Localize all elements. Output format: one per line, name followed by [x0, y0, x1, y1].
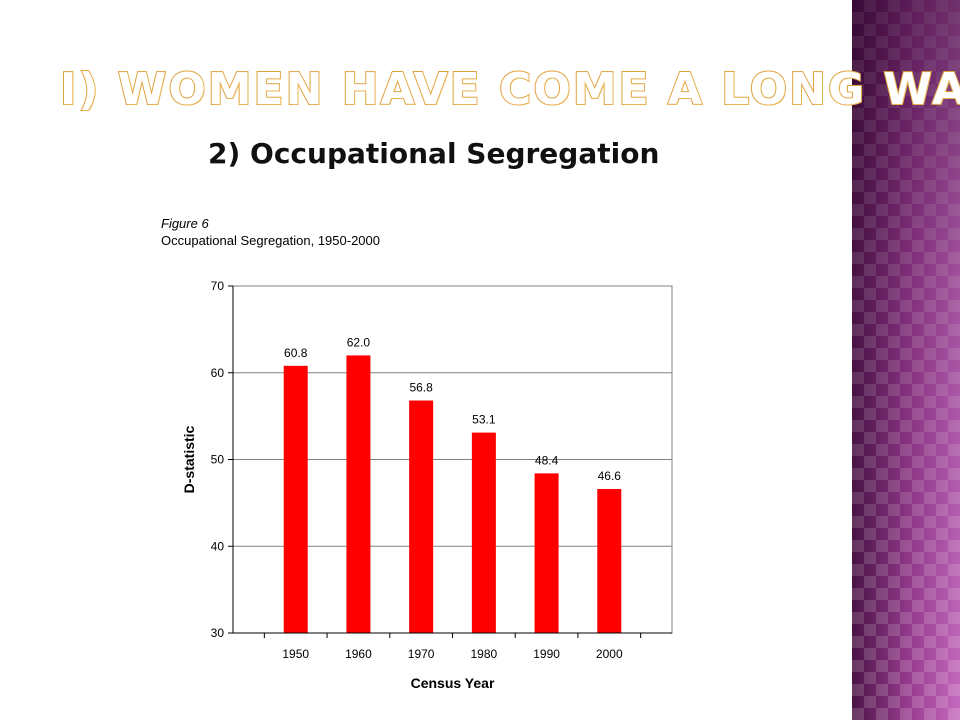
data-label: 46.6	[598, 469, 622, 483]
bar-1950	[283, 365, 308, 633]
x-axis-title: Census Year	[411, 675, 495, 691]
x-tick-label: 2000	[596, 647, 623, 661]
x-tick-label: 1950	[282, 647, 309, 661]
bar-2000	[597, 488, 622, 633]
x-tick-label: 1990	[533, 647, 560, 661]
slide-subtitle: 2) Occupational Segregation	[208, 137, 660, 170]
data-label: 48.4	[535, 453, 559, 467]
bar-1970	[409, 400, 434, 633]
bar-chart: 30 40 50 60 70 60.8 1950 62.0 1960 56.8 1970 53.1 19…	[181, 279, 673, 691]
figure-label: Figure 6	[161, 216, 209, 231]
slide-title: I) Women have come a long way	[59, 63, 960, 116]
y-tick-label: 50	[211, 453, 225, 467]
data-label: 60.8	[284, 346, 308, 360]
y-tick-label: 70	[211, 279, 225, 293]
data-label: 56.8	[409, 381, 433, 395]
bar-1960	[346, 355, 371, 633]
y-tick-label: 60	[211, 366, 225, 380]
data-label: 62.0	[347, 335, 371, 349]
data-label: 53.1	[472, 413, 496, 427]
x-tick-label: 1960	[345, 647, 372, 661]
x-tick-label: 1980	[471, 647, 498, 661]
chart-title: Occupational Segregation, 1950-2000	[161, 233, 380, 248]
y-tick-label: 30	[211, 626, 225, 640]
bar-1980	[471, 432, 496, 633]
bar-1990	[534, 473, 559, 633]
decorative-side-panel	[852, 0, 960, 720]
y-axis-title: D-statistic	[181, 425, 197, 493]
y-tick-label: 40	[211, 539, 225, 553]
x-tick-label: 1970	[408, 647, 435, 661]
